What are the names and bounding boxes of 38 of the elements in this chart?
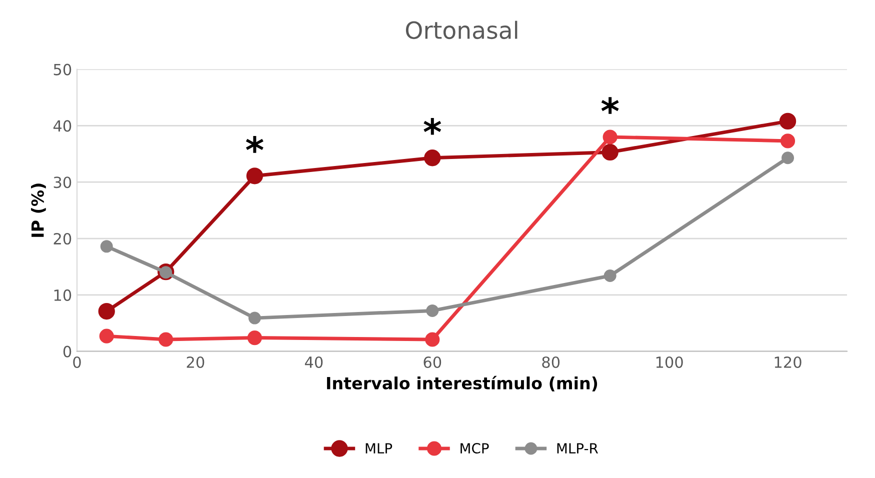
chart-title: Ortonasal [406, 20, 518, 40]
point [604, 270, 616, 282]
x-tick-label: 80 [542, 356, 560, 368]
point [782, 152, 794, 164]
annotation: * [601, 97, 619, 114]
x-axis-title: Intervalo interestímulo (min) [327, 376, 598, 392]
legend-label: MLP [366, 443, 392, 454]
point [780, 134, 796, 148]
annotation: * [246, 136, 264, 153]
y-tick-label: 30 [54, 176, 72, 188]
x-tick-label: 20 [186, 356, 204, 368]
x-tick-label: 120 [774, 356, 802, 368]
y-tick-label: 40 [53, 120, 72, 132]
point [99, 328, 114, 344]
x-tick-label: 60 [424, 356, 442, 368]
point [246, 168, 264, 184]
x-tick-label: 100 [656, 356, 683, 368]
point [602, 144, 618, 161]
y-tick-label: 0 [63, 346, 72, 358]
point [158, 332, 174, 347]
point [98, 302, 115, 320]
point [247, 330, 262, 346]
x-tick-label: 0 [73, 356, 81, 368]
point [424, 150, 441, 166]
annotation: * [424, 118, 442, 135]
point [425, 332, 440, 347]
y-axis-title: IP (%) [31, 184, 46, 237]
point [602, 130, 618, 144]
legend-label: MCP [460, 443, 489, 454]
point [426, 304, 439, 317]
legend-label: MLP-R [557, 443, 598, 454]
point [100, 240, 113, 253]
point [248, 312, 261, 324]
y-tick-label: 50 [54, 64, 72, 76]
y-tick-label: 20 [54, 232, 72, 245]
x-tick-label: 40 [304, 356, 323, 368]
y-tick-label: 10 [54, 289, 72, 301]
point [779, 112, 796, 130]
